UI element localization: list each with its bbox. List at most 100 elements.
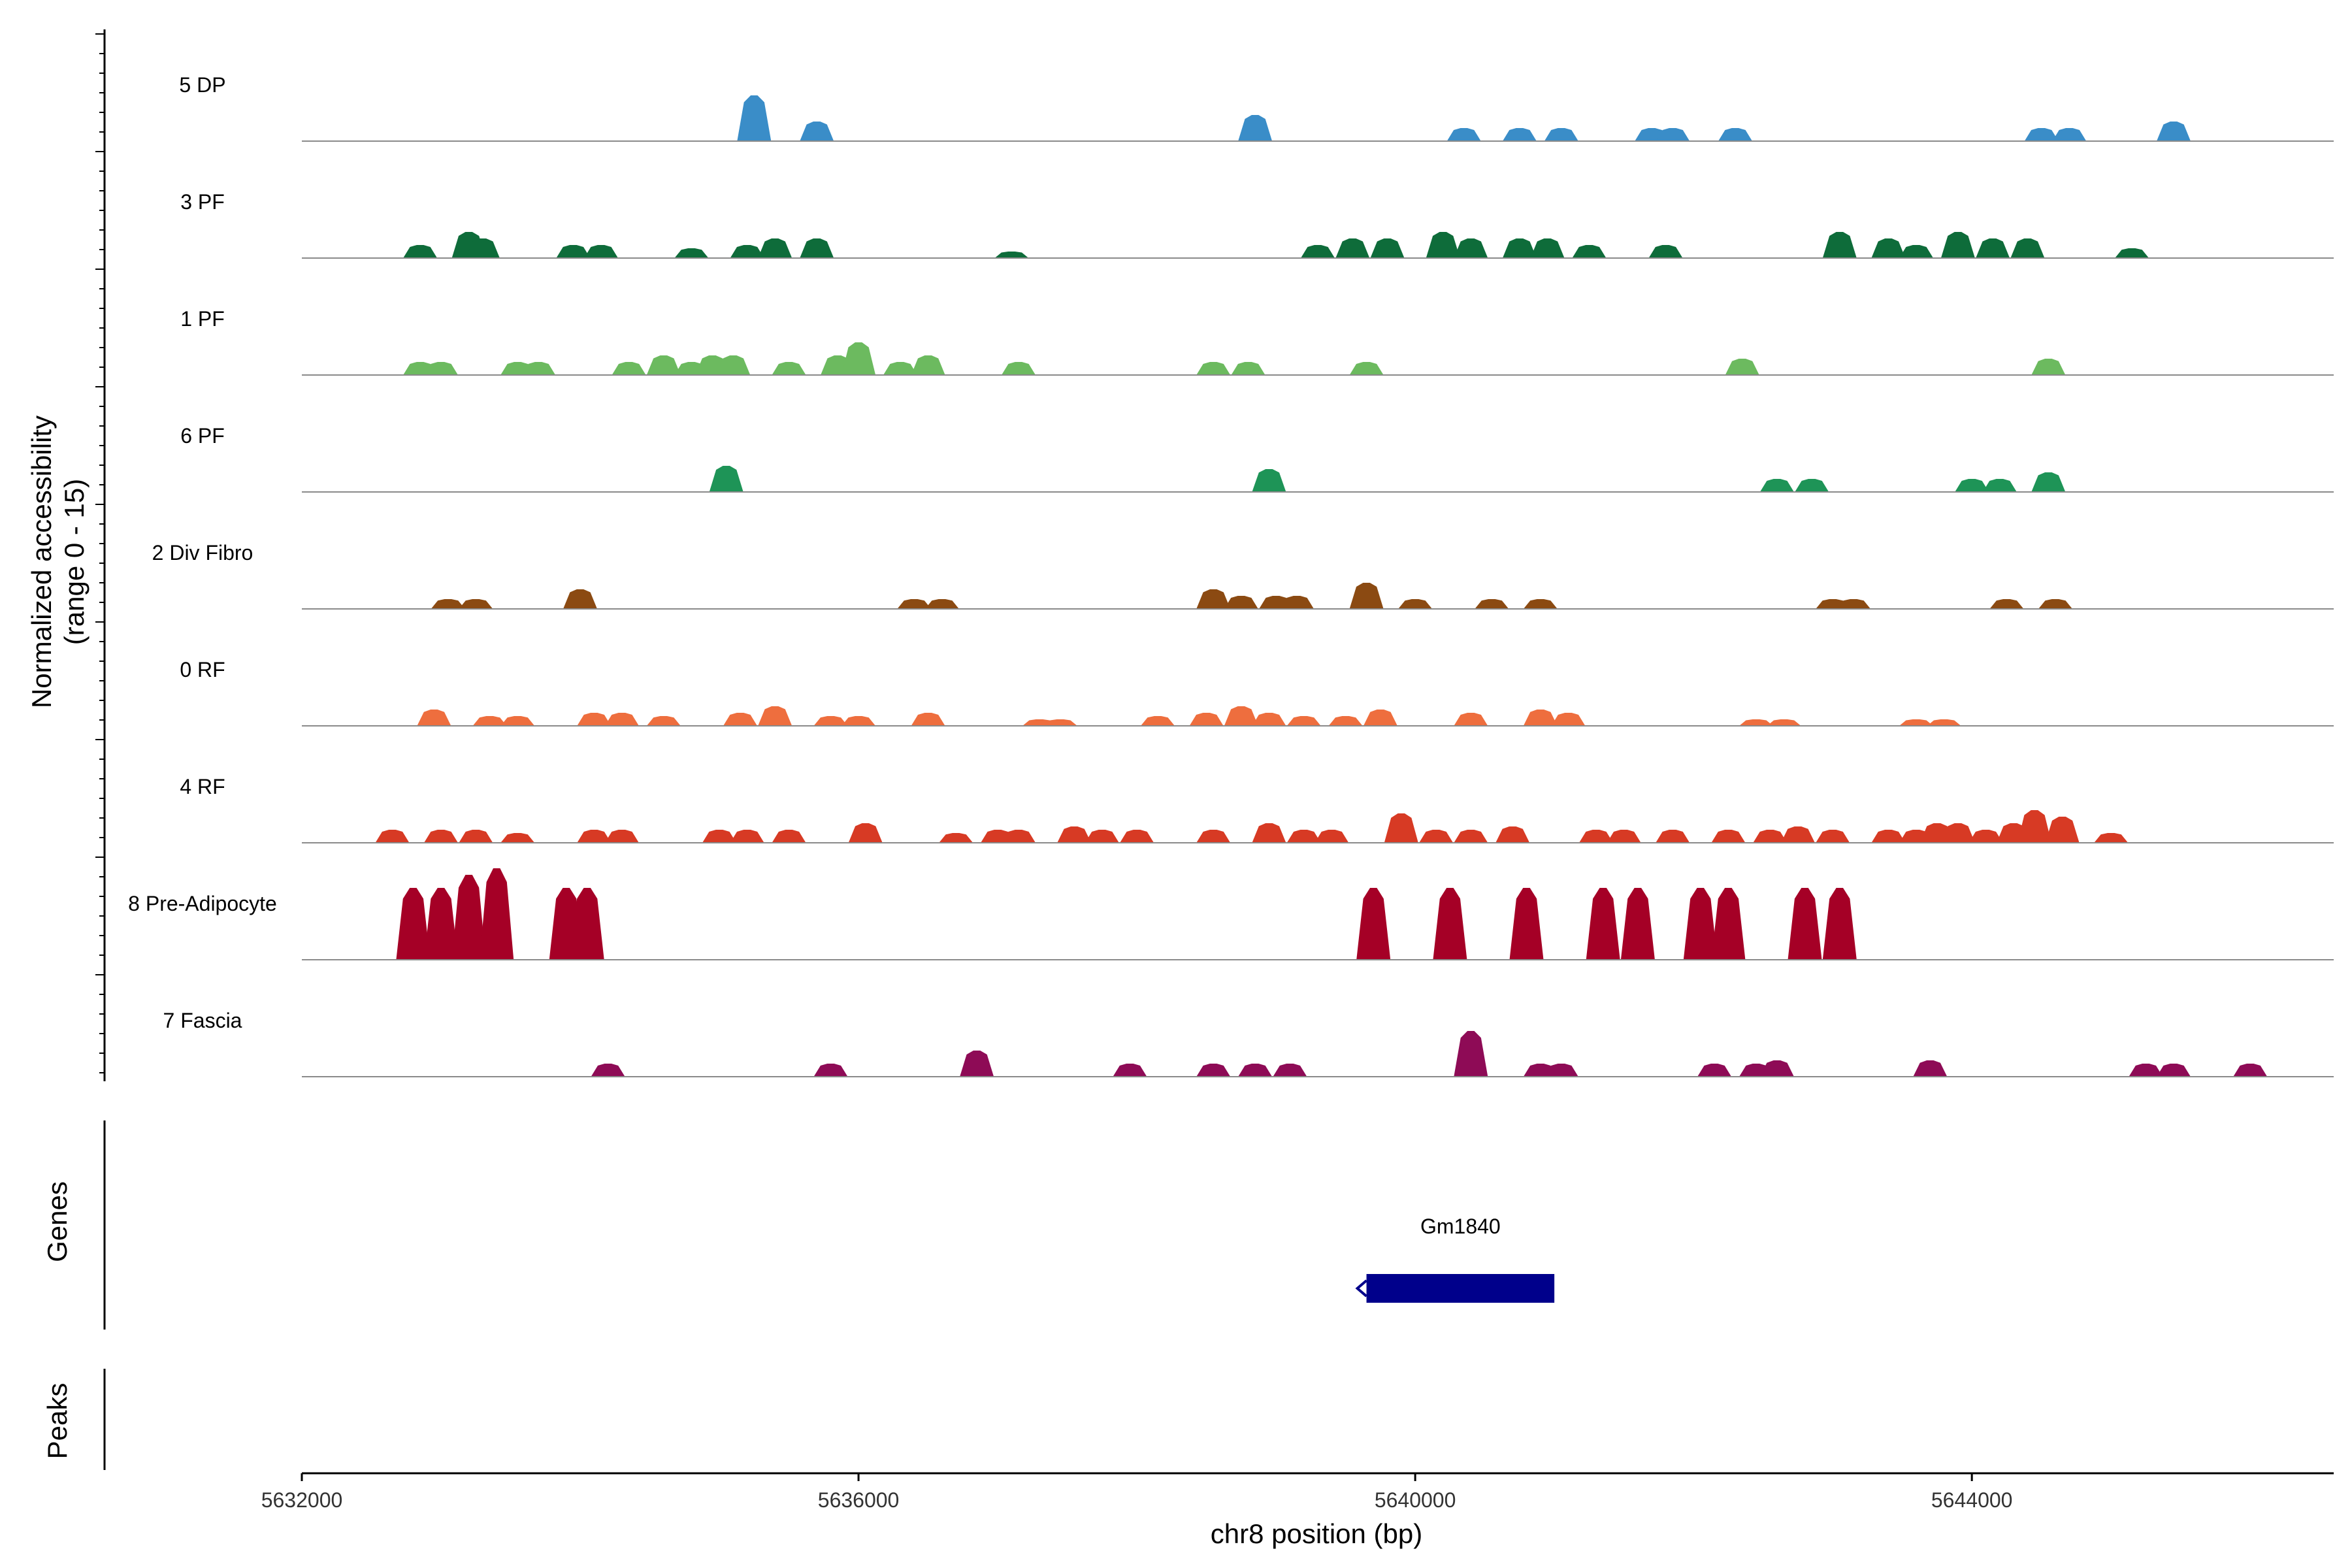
track-label: 0 RF	[180, 658, 225, 681]
genes-track-title: Genes	[42, 1181, 73, 1262]
coverage-peak	[1113, 1064, 1147, 1077]
gene-track: Gm1840	[103, 1120, 1555, 1470]
coverage-peak	[1968, 830, 2003, 843]
coverage-peak	[1871, 238, 1906, 258]
coverage-peak	[1822, 232, 1857, 258]
coverage-peak	[1871, 830, 1906, 843]
coverage-peak	[1544, 128, 1578, 141]
coverage-peak	[375, 830, 410, 843]
coverage-peak	[2157, 1064, 2191, 1077]
coverage-peak	[584, 245, 618, 258]
coverage-peak	[465, 238, 500, 258]
coverage-peak	[556, 245, 591, 258]
gene-strand-arrow	[1355, 1279, 1367, 1298]
coverage-peak	[646, 716, 681, 726]
coverage-peak	[1572, 245, 1607, 258]
coverage-peak	[563, 589, 597, 609]
coverage-peak	[1656, 830, 1690, 843]
coverage-peak	[1085, 830, 1119, 843]
x-tick-label: 5636000	[818, 1488, 900, 1512]
x-tick-label: 5632000	[261, 1488, 343, 1512]
x-tick-label: 5644000	[1931, 1488, 2013, 1512]
coverage-peak	[897, 599, 932, 609]
coverage-peak	[646, 355, 681, 375]
coverage-peak	[1043, 719, 1077, 726]
coverage-peak	[1940, 232, 1975, 258]
coverage-peak	[1607, 830, 1641, 843]
y-axis-title: Normalized accessibility (range 0 - 15)	[26, 416, 90, 708]
track-1-pf: 1 PF	[180, 307, 2334, 376]
coverage-peak	[758, 706, 792, 726]
coverage-peak	[960, 1051, 994, 1077]
coverage-peak	[1384, 813, 1418, 843]
coverage-peak	[1419, 830, 1454, 843]
coverage-peak	[1349, 583, 1384, 609]
peaks-track-title: Peaks	[42, 1383, 73, 1460]
coverage-peak	[2115, 248, 2149, 258]
coverage-peak	[604, 830, 639, 843]
coverage-peak	[1620, 888, 1655, 960]
coverage-peak	[1002, 362, 1036, 375]
coverage-peak	[1349, 362, 1384, 375]
coverage-peak	[2157, 122, 2191, 141]
coverage-peak	[716, 355, 751, 375]
coverage-peak	[1927, 719, 1961, 726]
coverage-peak	[1989, 599, 2024, 609]
coverage-peak	[1231, 362, 1266, 375]
track-3-pf: 3 PF	[180, 190, 2334, 259]
coverage-peak	[424, 830, 458, 843]
coverage-peak	[1252, 823, 1286, 843]
coverage-peak	[1579, 830, 1613, 843]
coverage-peak	[472, 716, 507, 726]
coverage-peak	[1224, 706, 1258, 726]
coverage-peak	[1363, 710, 1397, 726]
coverage-peak	[1370, 238, 1405, 258]
coverage-peak	[1899, 719, 1933, 726]
coverage-peak	[800, 122, 834, 141]
coverage-peak	[1238, 1064, 1273, 1077]
coverage-peak	[1530, 238, 1565, 258]
coverage-peak	[2024, 128, 2059, 141]
coverage-peak	[1759, 479, 1794, 492]
track-0-rf: 0 RF	[180, 658, 2334, 727]
coverage-peak	[1433, 888, 1467, 960]
coverage-peak	[1189, 713, 1224, 726]
coverage-peak	[1502, 238, 1537, 258]
coverage-peak	[451, 875, 486, 960]
coverage-peak	[2038, 599, 2072, 609]
coverage-peak	[1913, 1060, 1948, 1077]
x-tick-label: 5640000	[1375, 1488, 1456, 1512]
coverage-peak	[1656, 128, 1690, 141]
coverage-peak	[2045, 817, 2080, 843]
coverage-peak	[1398, 599, 1433, 609]
track-7-fascia: 7 Fascia	[163, 1009, 2334, 1077]
coverage-peak	[604, 713, 639, 726]
coverage-peak	[570, 888, 604, 960]
coverage-peak	[911, 355, 945, 375]
coverage-peak	[1523, 599, 1558, 609]
x-axis-title: chr8 position (bp)	[1211, 1518, 1423, 1549]
coverage-peak	[1982, 479, 2017, 492]
coverage-peak	[2094, 833, 2129, 843]
coverage-peak	[1822, 888, 1857, 960]
coverage-peak	[1196, 830, 1231, 843]
coverage-tracks: 5 DP 3 PF 1 PF 6 PF 2 Div Fibro 0 RF 4 RF 8 Pre…	[95, 29, 2334, 1081]
coverage-peak	[1224, 596, 1258, 609]
coverage-peak	[1725, 359, 1759, 375]
coverage-peak	[459, 599, 493, 609]
coverage-peak	[1196, 362, 1231, 375]
track-label: 1 PF	[180, 307, 225, 331]
coverage-peak	[994, 252, 1029, 258]
track-label: 3 PF	[180, 190, 225, 214]
track-label: 6 PF	[180, 424, 225, 448]
track-2-div-fibro: 2 Div Fibro	[152, 541, 2334, 610]
track-label: 5 DP	[179, 73, 225, 97]
coverage-peak	[1454, 1031, 1488, 1077]
coverage-peak	[1683, 888, 1718, 960]
coverage-peak	[883, 362, 917, 375]
coverage-peak	[709, 466, 743, 492]
coverage-peak	[1280, 596, 1314, 609]
coverage-peak	[2017, 810, 2051, 843]
coverage-peak	[1780, 826, 1815, 843]
